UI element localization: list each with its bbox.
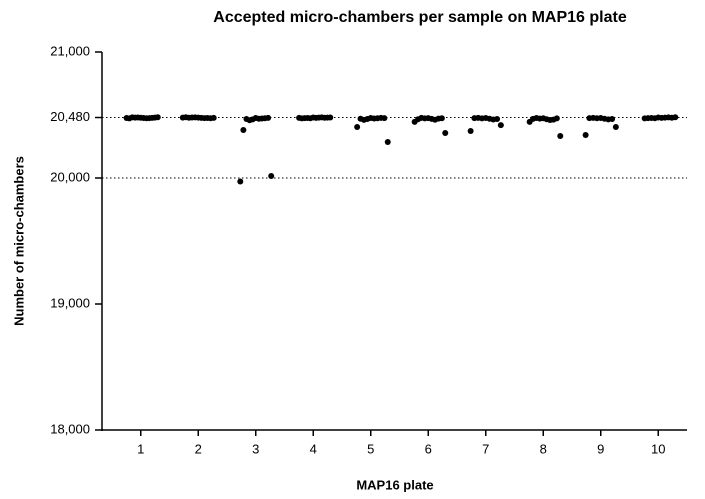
data-point — [609, 116, 616, 123]
data-point — [411, 118, 418, 125]
data-point — [210, 114, 217, 121]
data-point — [123, 115, 130, 122]
x-axis-label: MAP16 plate — [356, 477, 433, 492]
data-point — [327, 114, 334, 121]
data-point — [557, 133, 564, 140]
data-point — [179, 114, 186, 121]
data-point — [357, 115, 364, 122]
y-tick-label: 19,000 — [50, 295, 90, 310]
data-point — [471, 115, 478, 122]
x-tick-label: 9 — [597, 441, 604, 456]
data-point — [497, 122, 504, 129]
data-point — [442, 130, 449, 137]
data-point — [154, 114, 161, 121]
x-tick-label: 2 — [195, 441, 202, 456]
y-tick-label: 20,480 — [50, 109, 90, 124]
data-point — [237, 178, 244, 185]
chart-title: Accepted micro-chambers per sample on MA… — [213, 9, 627, 26]
y-tick-label: 21,000 — [50, 43, 90, 58]
x-tick-label: 7 — [482, 441, 489, 456]
data-point — [641, 115, 648, 122]
y-tick-label: 18,000 — [50, 421, 90, 436]
data-point — [381, 115, 388, 122]
data-point — [467, 128, 474, 135]
data-point — [553, 115, 560, 122]
x-tick-label: 8 — [540, 441, 547, 456]
data-point — [586, 115, 593, 122]
data-point — [384, 138, 391, 145]
x-tick-label: 5 — [367, 441, 374, 456]
data-point — [243, 116, 250, 123]
x-tick-label: 6 — [425, 441, 432, 456]
data-point — [438, 115, 445, 122]
y-axis-label: Number of micro-chambers — [11, 156, 26, 326]
data-point — [672, 114, 679, 121]
data-point — [296, 114, 303, 121]
x-tick-label: 4 — [310, 441, 317, 456]
data-point — [582, 132, 589, 139]
x-tick-label: 3 — [252, 441, 259, 456]
data-point — [612, 123, 619, 130]
data-point — [354, 123, 361, 130]
data-point — [494, 116, 501, 123]
data-point — [526, 118, 533, 125]
x-tick-label: 1 — [137, 441, 144, 456]
x-tick-label: 10 — [651, 441, 665, 456]
data-point — [268, 172, 275, 179]
data-point — [265, 114, 272, 121]
y-tick-label: 20,000 — [50, 169, 90, 184]
data-point — [240, 126, 247, 133]
